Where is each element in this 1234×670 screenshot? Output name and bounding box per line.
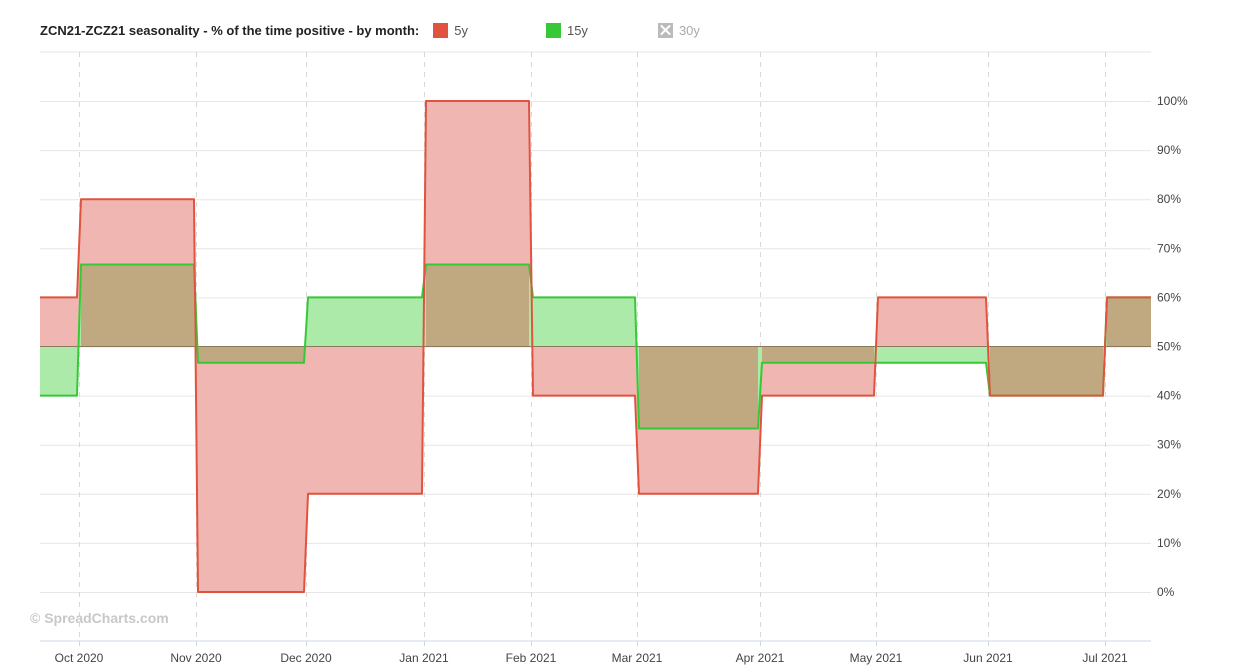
- overlap-area-4: [426, 264, 529, 347]
- y-tick-label-40: 40%: [1157, 389, 1181, 403]
- x-tick-label-6: Apr 2021: [736, 651, 785, 665]
- overlap-area-9: [990, 346, 1103, 396]
- legend-label-30y: 30y: [678, 22, 700, 38]
- legend-swatch-15y: [545, 22, 561, 38]
- y-tick-label-20: 20%: [1157, 487, 1181, 501]
- x-tick-label-5: Mar 2021: [612, 651, 663, 665]
- y-tick-label-60: 60%: [1157, 290, 1181, 304]
- overlap-area-10: [1107, 297, 1151, 347]
- legend-item-5y[interactable]: 5y: [433, 22, 468, 38]
- y-tick-label-70: 70%: [1157, 241, 1181, 255]
- x-tick-label-3: Jan 2021: [399, 651, 449, 665]
- y-tick-label-10: 10%: [1157, 536, 1181, 550]
- line-5y: [40, 100, 1151, 593]
- x-tick-label-7: May 2021: [850, 651, 903, 665]
- x-tick-label-4: Feb 2021: [506, 651, 557, 665]
- x-axis-labels: Oct 2020 Nov 2020 Dec 2020 Jan 2021 Feb 2021…: [55, 641, 1128, 665]
- legend-label-15y: 15y: [566, 22, 588, 38]
- x-tick-label-0: Oct 2020: [55, 651, 104, 665]
- chart-header: ZCN21-ZCZ21 seasonality - % of the time …: [40, 20, 700, 40]
- x-tick-label-9: Jul 2021: [1082, 651, 1128, 665]
- legend-swatch-5y: [433, 22, 449, 38]
- legend-item-15y[interactable]: 15y: [545, 22, 588, 38]
- legend-item-30y[interactable]: 30y: [657, 22, 700, 38]
- chart-title: ZCN21-ZCZ21 seasonality - % of the time …: [40, 22, 420, 38]
- x-tick-label-8: Jun 2021: [963, 651, 1013, 665]
- overlap-area-1: [81, 264, 194, 347]
- y-tick-label-0: 0%: [1157, 585, 1175, 599]
- series-lines: [40, 100, 1151, 593]
- overlap-area-6: [639, 346, 758, 429]
- y-axis-labels: 0% 10% 20% 30% 40% 50% 60% 70% 80% 90% 100%: [1157, 94, 1188, 599]
- y-tick-label-90: 90%: [1157, 143, 1181, 157]
- legend-disabled-x-icon: [657, 22, 673, 38]
- y-tick-label-80: 80%: [1157, 192, 1181, 206]
- watermark: © SpreadCharts.com: [30, 610, 169, 626]
- overlap-area-2: [198, 346, 304, 363]
- y-tick-label-30: 30%: [1157, 438, 1181, 452]
- legend-label-5y: 5y: [454, 22, 468, 38]
- y-tick-label-100: 100%: [1157, 94, 1188, 108]
- y-tick-label-50: 50%: [1157, 340, 1181, 354]
- overlap-area-7: [762, 346, 874, 363]
- x-tick-label-2: Dec 2020: [280, 651, 332, 665]
- x-tick-label-1: Nov 2020: [170, 651, 222, 665]
- series-areas: [40, 101, 1151, 592]
